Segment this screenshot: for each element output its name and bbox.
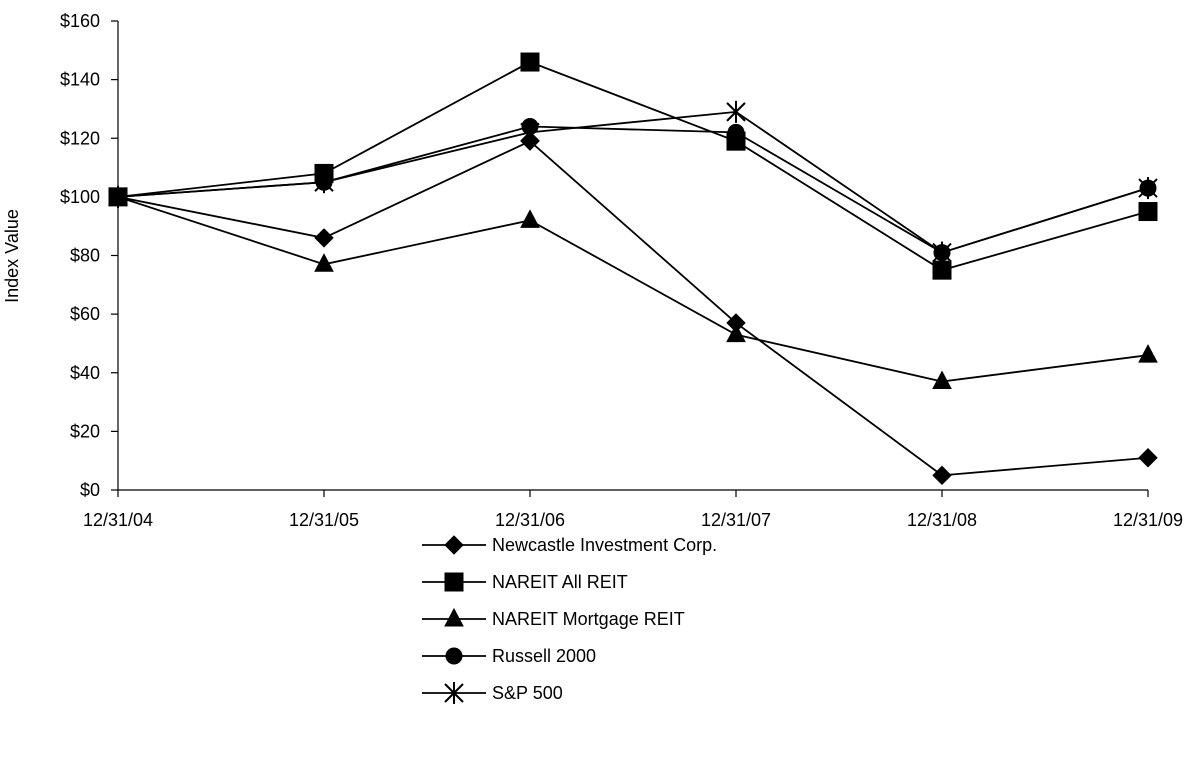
data-point-circle xyxy=(727,123,745,141)
y-tick-label: $120 xyxy=(60,128,100,148)
y-tick-label: $140 xyxy=(60,70,100,90)
series-line xyxy=(117,61,1149,272)
data-point-triangle xyxy=(520,209,540,228)
data-point-diamond xyxy=(314,228,334,248)
series-diamond xyxy=(108,131,1158,486)
series-star xyxy=(108,100,1158,264)
chart-axes: $0 $20 $40 $60 $80 $100 $120 $140 $160 12/31/04 12… xyxy=(60,11,1183,530)
legend-label: NAREIT All REIT xyxy=(492,572,628,592)
data-point-star xyxy=(108,185,128,208)
x-tick-label: 12/31/09 xyxy=(1113,510,1183,530)
data-point-star xyxy=(1138,177,1158,200)
series-line xyxy=(117,140,1149,477)
legend-marker-square xyxy=(444,572,464,592)
y-tick-label: $60 xyxy=(70,304,100,324)
x-tick-label: 12/31/05 xyxy=(289,510,359,530)
legend-item: S&P 500 xyxy=(422,682,563,704)
legend-label: Russell 2000 xyxy=(492,646,596,666)
legend-marker-circle xyxy=(445,647,463,665)
legend-item: NAREIT Mortgage REIT xyxy=(422,607,685,629)
y-tick-label: $160 xyxy=(60,11,100,31)
legend-marker-diamond xyxy=(444,535,464,555)
legend-marker-triangle xyxy=(444,607,464,627)
y-tick-label: $80 xyxy=(70,246,100,266)
x-tick-label: 12/31/06 xyxy=(495,510,565,530)
y-axis-title: Index Value xyxy=(2,209,22,303)
legend-label: S&P 500 xyxy=(492,683,563,703)
legend-marker-star xyxy=(444,682,464,704)
data-point-star xyxy=(726,100,746,123)
x-tick-label: 12/31/04 xyxy=(83,510,153,530)
data-point-square xyxy=(520,52,540,72)
legend-item: Russell 2000 xyxy=(422,646,596,666)
legend-item: Newcastle Investment Corp. xyxy=(422,535,717,555)
data-point-triangle xyxy=(726,323,746,343)
y-tick-label: $100 xyxy=(60,187,100,207)
data-point-diamond xyxy=(932,465,952,486)
series-line xyxy=(117,196,1149,383)
series-line xyxy=(117,110,1149,254)
data-point-triangle xyxy=(1138,344,1158,363)
x-tick-label: 12/31/07 xyxy=(701,510,771,530)
data-point-square xyxy=(1138,202,1158,222)
y-tick-label: $20 xyxy=(70,421,100,441)
data-point-star xyxy=(314,171,334,194)
data-point-triangle xyxy=(932,370,952,390)
x-tick-label: 12/31/08 xyxy=(907,510,977,530)
y-tick-label: $0 xyxy=(80,480,100,500)
series-circle xyxy=(109,118,1157,262)
y-tick-label: $40 xyxy=(70,363,100,383)
series-triangle xyxy=(108,185,1158,390)
data-point-star xyxy=(932,241,952,264)
series-layer xyxy=(108,52,1158,486)
legend-label: NAREIT Mortgage REIT xyxy=(492,609,685,629)
data-point-triangle xyxy=(314,253,334,272)
data-point-diamond xyxy=(1138,448,1158,468)
series-line xyxy=(117,125,1149,254)
data-point-square xyxy=(932,260,952,280)
legend-item: NAREIT All REIT xyxy=(422,572,628,592)
chart-legend: Newcastle Investment Corp. NAREIT All REI… xyxy=(422,535,717,704)
legend-label: Newcastle Investment Corp. xyxy=(492,535,717,555)
data-point-star xyxy=(520,121,540,144)
